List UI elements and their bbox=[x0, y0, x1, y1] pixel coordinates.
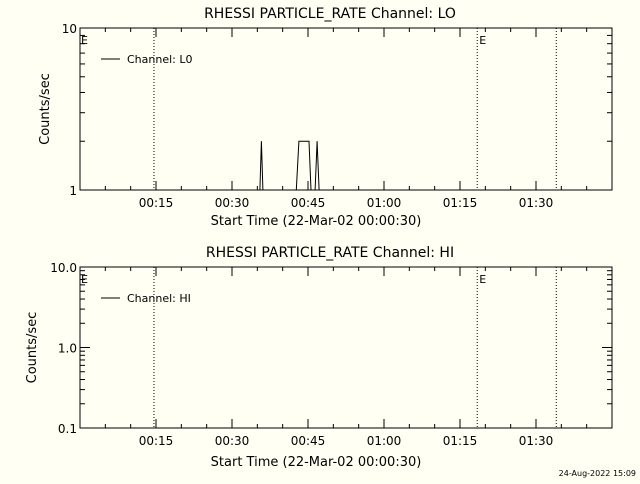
chart-hi-xtick-label: 01:30 bbox=[519, 434, 554, 448]
chart-lo-xtick-label: 00:30 bbox=[215, 196, 250, 210]
chart-hi-legend-label: Channel: HI bbox=[127, 292, 191, 305]
chart-hi-xtick-label: 00:15 bbox=[139, 434, 174, 448]
chart-lo-xtick-label: 00:45 bbox=[291, 196, 326, 210]
chart-hi-ylabel: Counts/sec bbox=[25, 312, 40, 384]
chart-lo-xtick-label: 01:30 bbox=[519, 196, 554, 210]
chart-hi-title: RHESSI PARTICLE_RATE Channel: HI bbox=[206, 245, 454, 261]
chart-lo-series-line bbox=[259, 140, 320, 191]
chart-lo-ylabel: Counts/sec bbox=[38, 73, 53, 145]
chart-lo-ytick-label: 1 bbox=[69, 184, 77, 198]
chart-lo-xtick-label: 01:00 bbox=[367, 196, 402, 210]
chart-hi-left-label: E bbox=[81, 273, 88, 286]
chart-lo-legend-label: Channel: L0 bbox=[127, 53, 193, 66]
chart-hi-xtick-label: 01:00 bbox=[367, 434, 402, 448]
chart-lo-title: RHESSI PARTICLE_RATE Channel: LO bbox=[204, 6, 456, 22]
footer-timestamp: 24-Aug-2022 15:09 bbox=[558, 469, 636, 478]
chart-hi-ytick-label: 0.1 bbox=[58, 422, 77, 436]
chart-hi-xlabel: Start Time (22-Mar-02 00:00:30) bbox=[211, 455, 422, 470]
chart-lo-ytick-label: 10 bbox=[62, 22, 77, 36]
chart-hi-xtick-label: 01:15 bbox=[443, 434, 478, 448]
chart-hi-xtick-label: 00:45 bbox=[291, 434, 326, 448]
chart-hi-ytick-label: 1.0 bbox=[58, 342, 77, 356]
chart-lo-xtick-label: 01:15 bbox=[443, 196, 478, 210]
chart-lo-xlabel: Start Time (22-Mar-02 00:00:30) bbox=[211, 214, 422, 229]
chart-hi-ytick-label: 10.0 bbox=[50, 261, 77, 275]
chart-lo-left-label: E bbox=[81, 34, 88, 47]
chart-hi-event-label: E bbox=[479, 273, 486, 286]
chart-hi-xtick-label: 00:30 bbox=[215, 434, 250, 448]
chart-lo-axes-box bbox=[79, 27, 613, 191]
chart-lo-xtick-label: 00:15 bbox=[139, 196, 174, 210]
chart-lo-event-label: E bbox=[479, 34, 486, 47]
